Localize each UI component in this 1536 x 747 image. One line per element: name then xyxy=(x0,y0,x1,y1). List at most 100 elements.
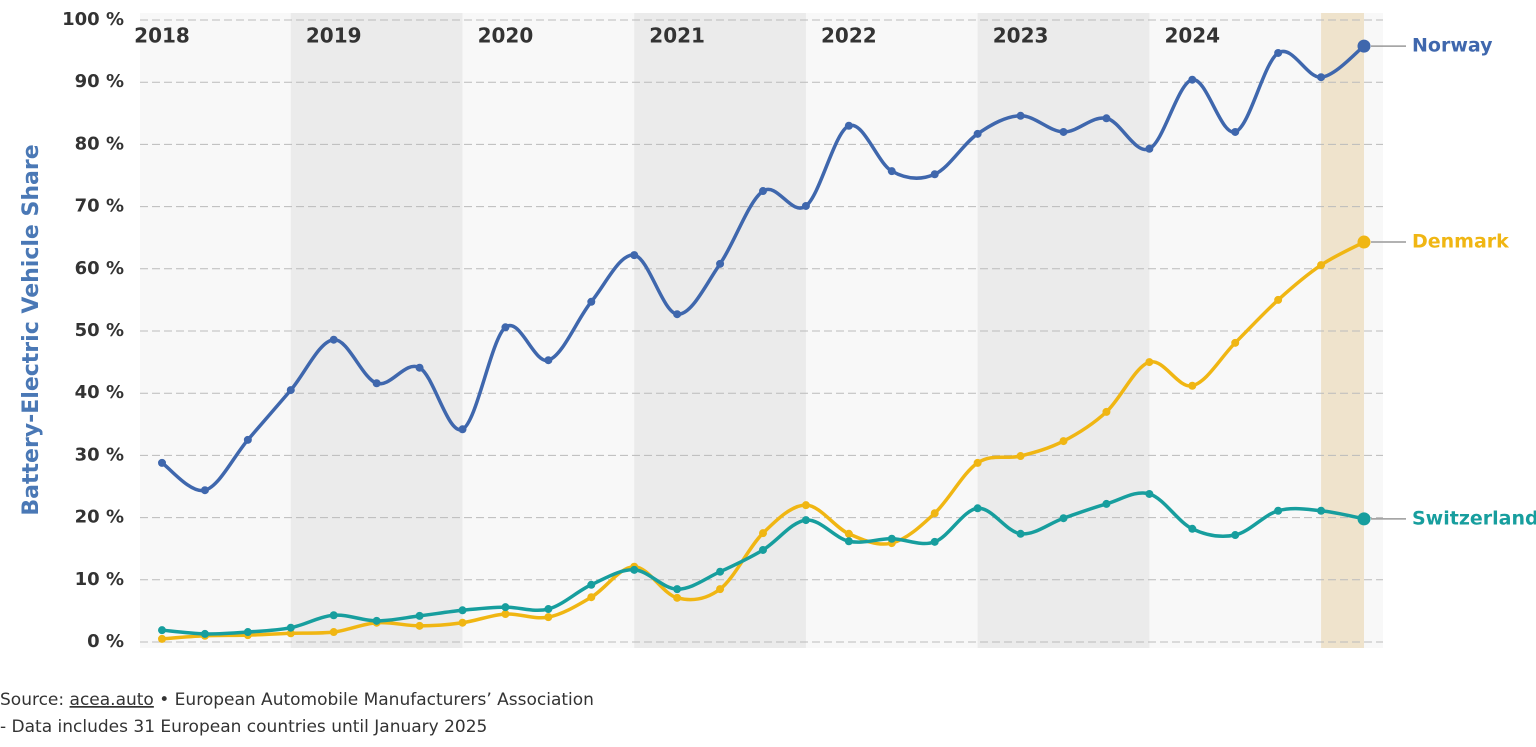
data-point xyxy=(930,509,939,518)
data-point xyxy=(930,170,939,179)
data-point xyxy=(372,379,381,388)
data-point xyxy=(1145,358,1154,367)
data-point xyxy=(1317,73,1326,82)
data-point xyxy=(243,628,252,637)
data-point xyxy=(415,621,424,630)
data-point xyxy=(501,323,510,332)
y-tick-label: 40 % xyxy=(75,382,124,403)
data-point xyxy=(1231,127,1240,136)
data-point xyxy=(1016,452,1025,461)
data-point xyxy=(759,187,767,196)
data-point xyxy=(458,606,467,615)
data-point xyxy=(286,623,295,632)
data-point xyxy=(1317,506,1326,515)
y-tick-label: 50 % xyxy=(75,320,124,341)
source-suffix: • European Automobile Manufacturers’ Ass… xyxy=(159,690,594,710)
data-point xyxy=(1357,512,1371,526)
data-point xyxy=(1274,48,1283,57)
data-point xyxy=(1317,261,1326,270)
data-point xyxy=(887,534,896,543)
y-tick-label: 80 % xyxy=(75,133,124,154)
data-point xyxy=(415,363,424,372)
year-band xyxy=(977,13,1150,648)
year-band xyxy=(290,13,463,648)
y-tick-label: 0 % xyxy=(87,631,124,652)
data-point xyxy=(1188,524,1197,533)
data-point xyxy=(759,529,767,538)
y-tick-label: 70 % xyxy=(75,196,124,217)
data-point xyxy=(544,356,553,365)
data-point xyxy=(329,628,338,637)
year-label: 2018 xyxy=(134,24,190,48)
y-axis-label: Battery-Electric Vehicle Share xyxy=(19,144,44,515)
source-link[interactable]: acea.auto xyxy=(70,690,154,710)
data-point xyxy=(1274,506,1283,515)
data-point xyxy=(801,516,810,525)
data-point xyxy=(930,537,939,546)
data-point xyxy=(1102,114,1111,123)
source: Source: acea.auto • European Automobile … xyxy=(0,690,594,710)
data-point xyxy=(200,486,209,495)
series-line xyxy=(160,44,1366,493)
year-label: 2021 xyxy=(649,24,705,48)
data-point xyxy=(630,251,639,260)
series-label: Denmark xyxy=(1412,231,1509,253)
data-point xyxy=(501,603,510,612)
data-point xyxy=(587,593,596,602)
data-point xyxy=(716,567,725,576)
data-point xyxy=(1059,437,1068,446)
data-point xyxy=(200,629,209,638)
year-label: 2020 xyxy=(478,24,534,48)
data-point xyxy=(1102,499,1111,508)
data-point xyxy=(372,616,381,625)
data-point xyxy=(1016,111,1025,120)
data-point xyxy=(801,201,810,210)
data-point xyxy=(458,425,467,434)
data-point xyxy=(243,435,252,444)
data-point xyxy=(1357,235,1371,249)
data-point xyxy=(329,611,338,620)
data-point xyxy=(1059,514,1068,523)
data-point xyxy=(415,611,424,620)
y-tick-label: 30 % xyxy=(75,444,124,465)
data-point xyxy=(1016,529,1025,538)
series-label: Norway xyxy=(1412,35,1493,57)
data-point xyxy=(630,565,639,574)
y-tick-label: 20 % xyxy=(75,507,124,528)
data-point xyxy=(759,545,767,554)
data-point xyxy=(673,593,682,602)
series-label: Switzerland xyxy=(1412,507,1536,529)
y-tick-label: 100 % xyxy=(62,9,124,30)
data-point xyxy=(801,501,810,510)
data-point xyxy=(1274,295,1283,304)
data-point xyxy=(158,634,166,643)
data-point xyxy=(973,129,982,138)
data-point xyxy=(887,167,896,176)
data-point xyxy=(1188,75,1197,84)
y-tick-label: 60 % xyxy=(75,258,124,279)
data-point xyxy=(844,529,853,538)
data-point xyxy=(587,297,596,306)
data-point xyxy=(973,458,982,467)
data-point xyxy=(286,386,295,395)
year-label: 2022 xyxy=(821,24,877,48)
data-point xyxy=(286,629,295,638)
data-point xyxy=(716,585,725,594)
data-point xyxy=(501,610,510,619)
year-label: 2024 xyxy=(1164,24,1220,48)
data-point xyxy=(716,259,725,268)
year-label: 2019 xyxy=(306,24,362,48)
data-point xyxy=(673,310,682,319)
data-point xyxy=(544,613,553,622)
data-point xyxy=(158,626,166,635)
data-point xyxy=(973,504,982,513)
data-point xyxy=(1357,39,1371,53)
data-point xyxy=(1059,127,1068,136)
data-point xyxy=(1145,489,1154,498)
source-prefix: Source: xyxy=(0,690,64,710)
data-point xyxy=(844,121,853,130)
data-point xyxy=(844,537,853,546)
year-label: 2023 xyxy=(993,24,1049,48)
data-point xyxy=(458,618,467,627)
